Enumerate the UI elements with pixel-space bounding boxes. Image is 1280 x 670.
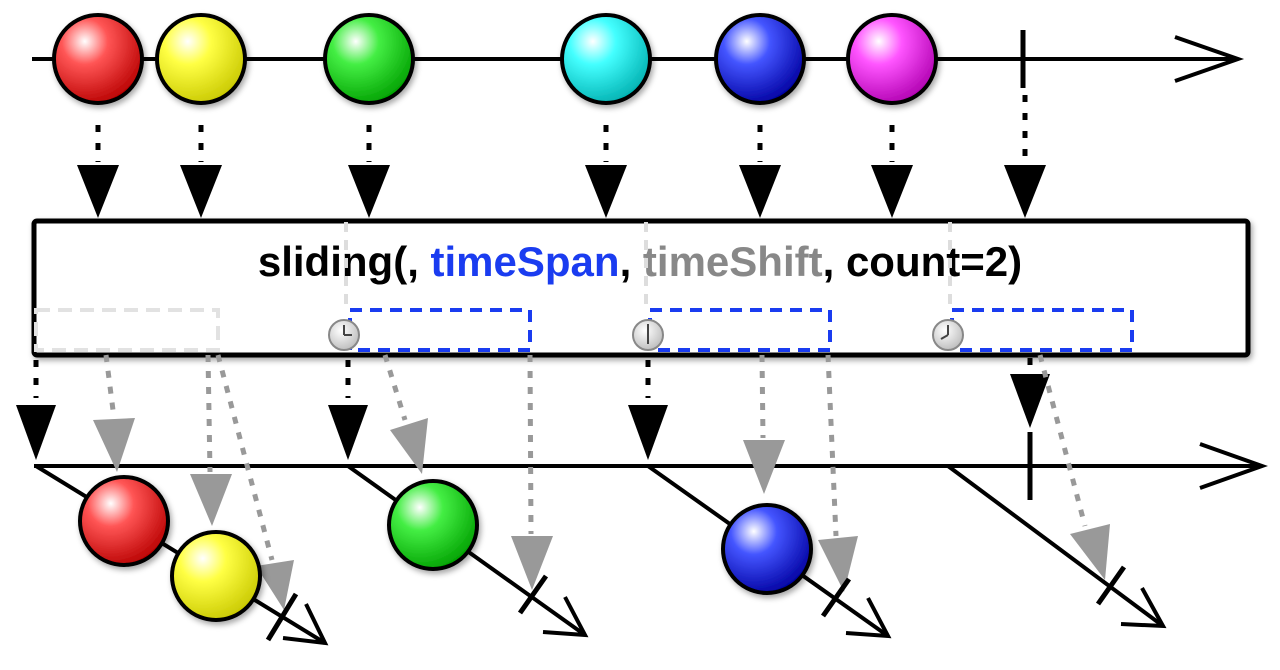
output-marble-red xyxy=(78,475,170,567)
output-marbles xyxy=(78,475,813,622)
window-span-ghost xyxy=(34,308,220,352)
output-marble-blue xyxy=(721,503,813,595)
window-completion-mark xyxy=(820,577,852,618)
source-marble-magenta xyxy=(846,13,938,105)
window-open-arrow xyxy=(16,360,56,460)
source-marble-cyan xyxy=(560,13,652,105)
arg-count: count=2) xyxy=(846,238,1022,285)
emission-arrow xyxy=(382,354,428,474)
emission-arrow xyxy=(511,354,553,590)
window-open-arrow xyxy=(628,360,668,460)
completion-arrow xyxy=(1010,358,1050,428)
source-marble-red xyxy=(52,13,144,105)
source-marble-green xyxy=(323,13,415,105)
window-completion-mark xyxy=(265,592,299,642)
operator-box: sliding(, timeSpan, timeShift, count=2) xyxy=(31,218,1251,358)
source-marble-blue xyxy=(714,13,806,105)
input-arrow xyxy=(348,125,390,218)
input-arrow xyxy=(585,125,627,218)
emission-arrow xyxy=(215,354,294,610)
emission-arrow xyxy=(93,354,135,472)
input-arrows xyxy=(77,95,1046,218)
emission-arrow xyxy=(1037,354,1110,580)
input-arrow xyxy=(180,125,222,218)
output-marble-green xyxy=(387,479,479,571)
source-marbles xyxy=(52,13,938,105)
emission-arrow xyxy=(818,354,858,592)
emission-arrow xyxy=(190,354,232,526)
window-completion-mark xyxy=(517,574,549,615)
operator-label: sliding(, timeSpan, timeShift, count=2) xyxy=(258,238,1022,285)
input-arrow-completion xyxy=(1004,95,1046,218)
clock-icon xyxy=(632,319,664,351)
clock-icon xyxy=(932,319,964,351)
arg-timespan: timeSpan xyxy=(431,238,620,285)
window-timeline-4 xyxy=(946,464,1167,629)
input-arrow xyxy=(739,125,781,218)
source-marble-yellow xyxy=(155,13,247,105)
output-marble-yellow xyxy=(170,530,262,622)
input-arrow xyxy=(871,125,913,218)
clock-icon xyxy=(328,319,360,351)
operator-name: sliding( xyxy=(258,238,407,285)
arg-timeshift: timeShift xyxy=(643,238,823,285)
emission-arrow xyxy=(743,354,785,494)
input-arrow xyxy=(77,125,119,218)
window-open-arrows xyxy=(16,358,1050,460)
window-open-arrow xyxy=(328,360,368,460)
window-completion-mark xyxy=(1095,565,1127,606)
emission-arrows xyxy=(93,354,1110,610)
arg-count-sep: , xyxy=(823,238,846,285)
